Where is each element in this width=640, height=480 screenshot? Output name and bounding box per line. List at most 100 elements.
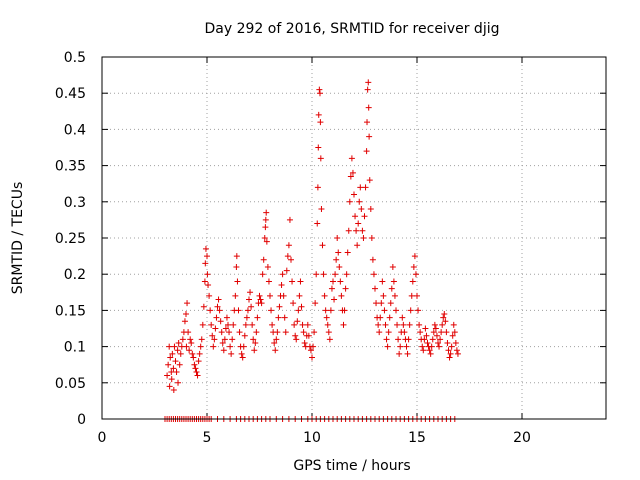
data-point <box>310 343 317 350</box>
data-point <box>321 292 328 299</box>
data-point <box>426 347 433 354</box>
data-point <box>249 321 256 328</box>
y-tick-label: 0.4 <box>64 122 86 138</box>
data-point <box>216 307 223 314</box>
data-point <box>436 343 443 350</box>
data-point <box>183 311 189 318</box>
data-point <box>236 329 243 336</box>
data-point <box>390 278 397 285</box>
data-point <box>385 329 392 336</box>
data-point <box>324 321 331 328</box>
data-point <box>431 321 438 328</box>
data-point <box>288 256 294 263</box>
x-tick-label: 15 <box>408 430 426 446</box>
y-tick-label: 0.35 <box>55 159 86 175</box>
data-point <box>421 336 428 343</box>
data-point <box>246 296 252 303</box>
data-point <box>427 350 434 357</box>
data-point <box>335 249 342 256</box>
data-point <box>403 343 410 350</box>
data-point <box>309 354 315 361</box>
data-point <box>289 278 296 285</box>
data-point <box>290 300 297 307</box>
data-point <box>334 235 341 241</box>
data-point <box>444 339 451 346</box>
y-tick-label: 0.15 <box>55 303 86 319</box>
data-point <box>257 296 264 303</box>
data-point <box>252 339 259 346</box>
data-point <box>170 387 177 394</box>
data-point <box>186 347 193 354</box>
data-point <box>318 206 325 213</box>
data-point <box>347 173 354 180</box>
data-point <box>365 104 372 111</box>
data-point <box>196 350 203 357</box>
data-point <box>170 365 177 372</box>
data-point <box>187 336 194 343</box>
data-point <box>293 336 300 343</box>
data-point <box>167 354 174 361</box>
data-point <box>443 329 450 336</box>
data-point <box>169 350 176 357</box>
data-point <box>369 256 376 263</box>
data-point <box>299 321 306 328</box>
data-point <box>315 111 322 118</box>
data-point <box>439 321 446 328</box>
data-point <box>284 253 291 260</box>
data-point <box>410 263 417 270</box>
data-point <box>372 285 378 292</box>
y-tick-label: 0.2 <box>64 267 86 283</box>
data-point <box>337 278 344 285</box>
data-point <box>217 318 224 325</box>
data-point <box>190 354 197 361</box>
data-point <box>307 347 314 354</box>
data-point <box>208 321 215 328</box>
x-tick-label: 20 <box>513 430 531 446</box>
data-point <box>282 329 289 336</box>
y-tick-label: 0.45 <box>55 86 86 102</box>
data-point <box>408 292 415 299</box>
data-point <box>199 321 206 328</box>
data-point <box>177 350 184 357</box>
data-point <box>164 372 171 379</box>
data-point <box>279 271 286 278</box>
data-point <box>440 314 447 321</box>
data-point <box>260 256 267 263</box>
data-point <box>383 336 390 343</box>
data-point <box>411 253 418 260</box>
data-point <box>391 292 398 299</box>
data-point <box>315 144 322 151</box>
data-point <box>362 184 369 191</box>
data-point <box>438 329 445 336</box>
data-point <box>349 169 356 176</box>
data-point <box>316 90 323 97</box>
data-point <box>262 224 269 231</box>
data-point <box>165 361 172 368</box>
data-point <box>275 314 282 321</box>
data-point <box>256 292 263 299</box>
data-point <box>214 303 221 310</box>
data-point <box>357 184 364 191</box>
data-point <box>171 343 178 350</box>
data-point <box>274 329 281 336</box>
data-point <box>317 155 324 162</box>
data-point <box>446 354 453 361</box>
y-tick-label: 0 <box>77 412 86 428</box>
data-point <box>366 177 373 184</box>
data-point <box>235 307 242 314</box>
data-point <box>301 339 308 346</box>
data-point <box>351 191 357 198</box>
data-point <box>405 336 412 343</box>
data-point <box>239 354 246 361</box>
data-point <box>271 339 278 346</box>
data-point <box>356 198 363 205</box>
data-point <box>316 86 323 93</box>
data-point <box>387 300 394 307</box>
data-point <box>234 278 241 285</box>
data-point <box>360 235 367 241</box>
data-point <box>276 303 283 310</box>
data-point <box>241 332 248 339</box>
data-point <box>380 292 387 299</box>
data-point <box>244 307 251 314</box>
